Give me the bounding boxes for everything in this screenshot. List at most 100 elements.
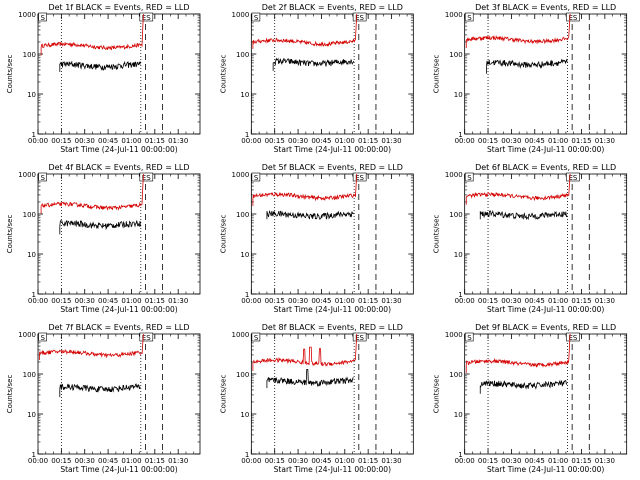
- marker-label: ES: [568, 334, 577, 342]
- x-tick-label: 00:30: [288, 137, 308, 145]
- chart-panel: Det 9f BLACK = Events, RED = LLD 1 10 100 10…: [433, 323, 628, 474]
- series-line-events: [266, 210, 354, 220]
- x-tick-label: 00:30: [75, 297, 95, 305]
- chart-title: Det 5f BLACK = Events, RED = LLD: [262, 163, 403, 172]
- x-tick-label: 01:15: [571, 457, 591, 465]
- y-tick-label: 10: [240, 251, 249, 259]
- marker-box: [464, 332, 474, 342]
- series-line-lld: [465, 13, 571, 45]
- x-tick-label: 00:45: [98, 457, 118, 465]
- y-tick-label: 1000: [232, 11, 250, 19]
- x-tick-label: 00:15: [478, 457, 498, 465]
- marker-box: [352, 12, 367, 22]
- series-line-events: [479, 209, 568, 221]
- y-tick-label: 1: [32, 291, 36, 299]
- series-line-events: [486, 58, 568, 69]
- series-line-lld: [39, 333, 144, 359]
- x-tick-label: 00:45: [311, 297, 331, 305]
- x-tick-label: 00:15: [265, 137, 285, 145]
- marker-box: [251, 332, 261, 342]
- x-tick-label: 00:45: [98, 297, 118, 305]
- marker-box: [139, 172, 154, 182]
- x-axis-label: Start Time (24-Jul-11 00:00:00): [487, 305, 604, 314]
- marker-label: S: [41, 174, 46, 182]
- y-axis-label: Counts/sec: [6, 55, 14, 94]
- x-tick-label: 00:30: [75, 137, 95, 145]
- x-axis-label: Start Time (24-Jul-11 00:00:00): [487, 465, 604, 474]
- series-line-events: [266, 369, 354, 388]
- y-tick-label: 100: [23, 211, 36, 219]
- marker-label: S: [467, 14, 472, 22]
- chart-panel: Det 3f BLACK = Events, RED = LLD 1 10 100 10…: [433, 3, 628, 154]
- chart-panel: Det 2f BLACK = Events, RED = LLD 1 10 100 10…: [219, 3, 414, 154]
- plot-frame: [464, 333, 628, 455]
- y-tick-label: 100: [449, 371, 462, 379]
- y-tick-label: 1: [458, 291, 462, 299]
- x-tick-label: 00:00: [241, 137, 261, 145]
- series-line-lld: [252, 13, 358, 48]
- x-tick-label: 01:30: [168, 297, 188, 305]
- marker-box: [464, 172, 474, 182]
- x-tick-label: 00:45: [525, 297, 545, 305]
- marker-box: [139, 332, 154, 342]
- chart-title: Det 8f BLACK = Events, RED = LLD: [262, 323, 403, 332]
- marker-box: [139, 12, 154, 22]
- x-tick-label: 01:00: [548, 457, 568, 465]
- y-tick-label: 1000: [232, 171, 250, 179]
- y-tick-label: 1: [32, 451, 36, 459]
- marker-box: [566, 172, 580, 182]
- y-tick-label: 1000: [445, 11, 463, 19]
- y-tick-label: 10: [454, 251, 463, 259]
- x-tick-label: 00:00: [455, 137, 475, 145]
- y-axis-label: Counts/sec: [433, 215, 441, 254]
- x-axis-label: Start Time (24-Jul-11 00:00:00): [487, 145, 604, 154]
- x-tick-label: 00:00: [28, 137, 48, 145]
- x-tick-label: 00:15: [51, 297, 71, 305]
- x-tick-label: 00:45: [311, 457, 331, 465]
- y-tick-label: 10: [454, 411, 463, 419]
- x-tick-label: 01:15: [145, 297, 165, 305]
- y-tick-label: 1000: [18, 331, 36, 339]
- x-axis-label: Start Time (24-Jul-11 00:00:00): [60, 145, 177, 154]
- plot-frame: [464, 13, 628, 135]
- marker-box: [38, 172, 47, 182]
- marker-label: ES: [355, 174, 364, 182]
- chart-panel: Det 8f BLACK = Events, RED = LLD 1 10 100 10…: [219, 323, 414, 474]
- x-tick-label: 00:00: [28, 457, 48, 465]
- plot-frame: [250, 173, 414, 295]
- series-line-lld: [252, 173, 358, 202]
- x-tick-label: 01:00: [548, 297, 568, 305]
- x-tick-label: 00:30: [501, 297, 521, 305]
- x-tick-label: 00:45: [311, 137, 331, 145]
- x-tick-label: 01:00: [335, 137, 355, 145]
- series-line-events: [59, 60, 141, 71]
- plot-frame: [37, 173, 201, 295]
- x-tick-label: 01:00: [335, 457, 355, 465]
- y-axis-label: Counts/sec: [6, 375, 14, 414]
- y-tick-label: 1000: [445, 171, 463, 179]
- y-tick-label: 10: [240, 411, 249, 419]
- x-axis-label: Start Time (24-Jul-11 00:00:00): [60, 305, 177, 314]
- x-tick-label: 00:15: [265, 457, 285, 465]
- marker-box: [251, 172, 261, 182]
- y-tick-label: 1: [32, 131, 36, 139]
- plot-frame: [250, 333, 414, 455]
- plot-frame: [37, 333, 201, 455]
- y-tick-label: 1: [458, 131, 462, 139]
- chart-title: Det 6f BLACK = Events, RED = LLD: [475, 163, 616, 172]
- x-tick-label: 00:30: [501, 457, 521, 465]
- marker-label: ES: [355, 14, 364, 22]
- x-tick-label: 00:15: [51, 457, 71, 465]
- x-tick-label: 01:00: [335, 297, 355, 305]
- marker-label: S: [254, 334, 259, 342]
- y-tick-label: 100: [23, 51, 36, 59]
- x-tick-label: 01:30: [381, 137, 401, 145]
- chart-title: Det 3f BLACK = Events, RED = LLD: [475, 3, 616, 12]
- marker-label: ES: [568, 174, 577, 182]
- marker-box: [352, 332, 367, 342]
- y-tick-label: 1: [245, 131, 249, 139]
- x-tick-label: 00:00: [455, 457, 475, 465]
- marker-label: ES: [568, 14, 577, 22]
- y-tick-label: 100: [449, 51, 462, 59]
- x-axis-label: Start Time (24-Jul-11 00:00:00): [274, 305, 391, 314]
